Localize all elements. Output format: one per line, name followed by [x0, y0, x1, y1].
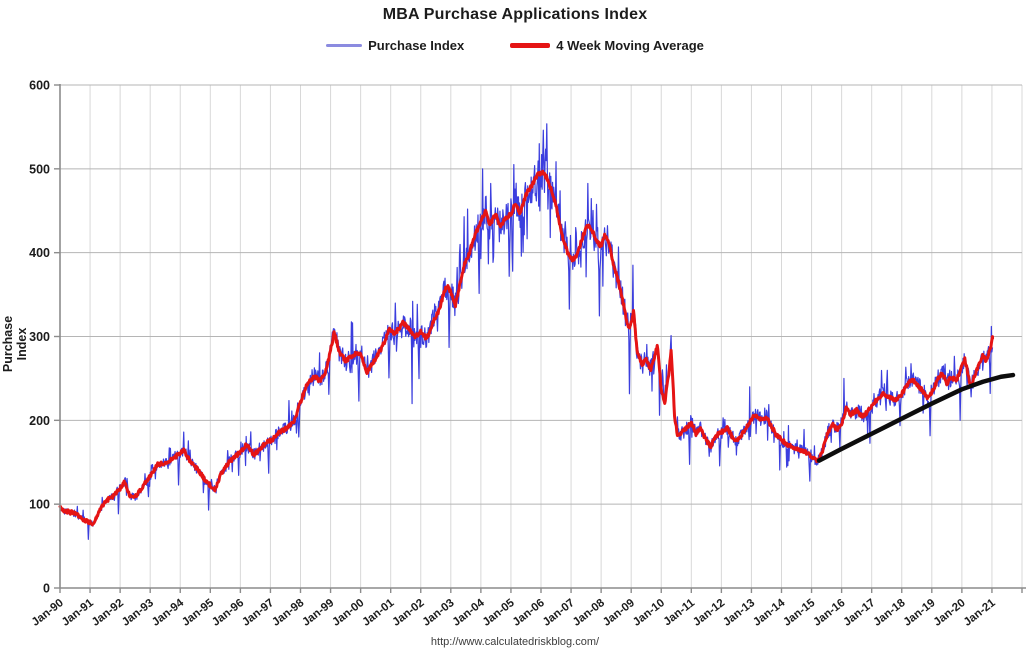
purchase-index-swatch-icon [326, 44, 363, 47]
y-tick-label: 600 [29, 79, 50, 93]
x-tick-label: Jan-03 [421, 597, 457, 629]
y-tick-label: 300 [29, 330, 50, 344]
moving-average-swatch-icon [510, 43, 551, 48]
x-tick-label: Jan-12 [691, 597, 727, 629]
axes [54, 84, 1026, 593]
y-tick-label: 400 [29, 246, 50, 260]
x-tick-label: Jan-90 [30, 597, 66, 629]
x-tick-label: Jan-09 [601, 597, 637, 629]
x-tick-label: Jan-05 [481, 597, 518, 629]
x-tick-label: Jan-97 [240, 597, 276, 629]
x-axis-tick-labels: Jan-90Jan-91Jan-92Jan-93Jan-94Jan-95Jan-… [30, 597, 999, 629]
gridlines [59, 84, 1023, 588]
legend-item-purchase-index: Purchase Index [326, 38, 464, 53]
y-tick-label: 0 [43, 582, 50, 596]
y-axis-tick-labels: 0 100 200 300 400 500 600 [29, 79, 50, 596]
x-tick-label: Jan-21 [962, 597, 999, 629]
chart-title: MBA Purchase Applications Index [382, 6, 648, 23]
x-tick-label: Jan-92 [90, 597, 126, 629]
x-tick-label: Jan-16 [811, 597, 847, 629]
x-tick-label: Jan-98 [270, 597, 307, 629]
legend-label-purchase-index: Purchase Index [368, 38, 465, 53]
x-tick-label: Jan-95 [180, 597, 217, 629]
x-tick-label: Jan-99 [300, 597, 336, 629]
purchase-index-line [59, 123, 994, 540]
x-tick-label: Jan-19 [902, 597, 938, 629]
x-tick-label: Jan-17 [841, 597, 877, 629]
x-tick-label: Jan-91 [60, 597, 97, 629]
legend-item-moving-average: 4 Week Moving Average [510, 38, 704, 53]
x-tick-label: Jan-11 [662, 597, 698, 629]
x-tick-label: Jan-08 [571, 597, 608, 629]
x-tick-label: Jan-02 [390, 597, 426, 629]
x-tick-label: Jan-01 [360, 597, 397, 629]
y-tick-label: 100 [29, 498, 50, 512]
x-tick-label: Jan-96 [210, 597, 246, 629]
x-tick-label: Jan-94 [150, 597, 187, 629]
legend-label-moving-average: 4 Week Moving Average [556, 38, 704, 53]
x-tick-label: Jan-18 [871, 597, 908, 629]
moving-average-line [58, 169, 995, 527]
x-tick-label: Jan-93 [120, 597, 156, 629]
x-tick-label: Jan-13 [721, 597, 757, 629]
x-tick-label: Jan-04 [451, 597, 488, 629]
y-tick-label: 200 [29, 414, 50, 428]
x-tick-label: Jan-00 [330, 597, 366, 629]
y-tick-label: 500 [29, 162, 50, 176]
x-tick-label: Jan-06 [511, 597, 547, 629]
legend: Purchase Index 4 Week Moving Average [0, 38, 1030, 53]
source-url: http://www.calculatedriskblog.com/ [430, 636, 600, 648]
x-tick-label: Jan-14 [751, 597, 788, 629]
x-tick-label: Jan-10 [631, 597, 667, 629]
trend-line [816, 372, 1016, 463]
x-tick-label: Jan-15 [781, 597, 818, 629]
x-tick-label: Jan-20 [932, 597, 968, 629]
x-tick-label: Jan-07 [541, 597, 577, 629]
